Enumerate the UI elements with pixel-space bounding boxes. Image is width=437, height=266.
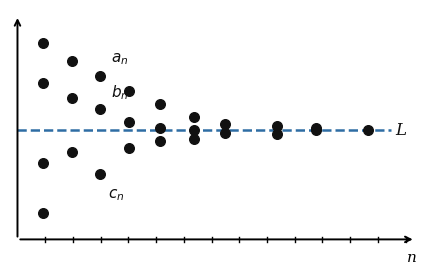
- Point: [312, 128, 319, 132]
- Point: [40, 41, 47, 45]
- Point: [274, 124, 281, 128]
- Point: [274, 132, 281, 136]
- Point: [125, 120, 132, 124]
- Text: $a_n$: $a_n$: [111, 52, 128, 67]
- Point: [97, 74, 104, 78]
- Point: [191, 115, 198, 119]
- Point: [156, 102, 163, 106]
- Point: [40, 80, 47, 85]
- Text: $c_n$: $c_n$: [108, 187, 125, 203]
- Text: $b_n$: $b_n$: [111, 84, 128, 102]
- Point: [97, 107, 104, 111]
- Point: [312, 126, 319, 130]
- Point: [125, 146, 132, 150]
- Point: [40, 161, 47, 165]
- Point: [97, 172, 104, 176]
- Point: [222, 131, 229, 135]
- Text: n: n: [406, 251, 416, 265]
- Point: [69, 96, 76, 100]
- Point: [69, 59, 76, 63]
- Point: [156, 126, 163, 130]
- Point: [156, 139, 163, 143]
- Point: [364, 128, 371, 132]
- Point: [191, 128, 198, 132]
- Text: L: L: [395, 122, 406, 139]
- Point: [40, 211, 47, 215]
- Point: [222, 122, 229, 126]
- Point: [125, 89, 132, 93]
- Point: [69, 150, 76, 154]
- Point: [191, 137, 198, 141]
